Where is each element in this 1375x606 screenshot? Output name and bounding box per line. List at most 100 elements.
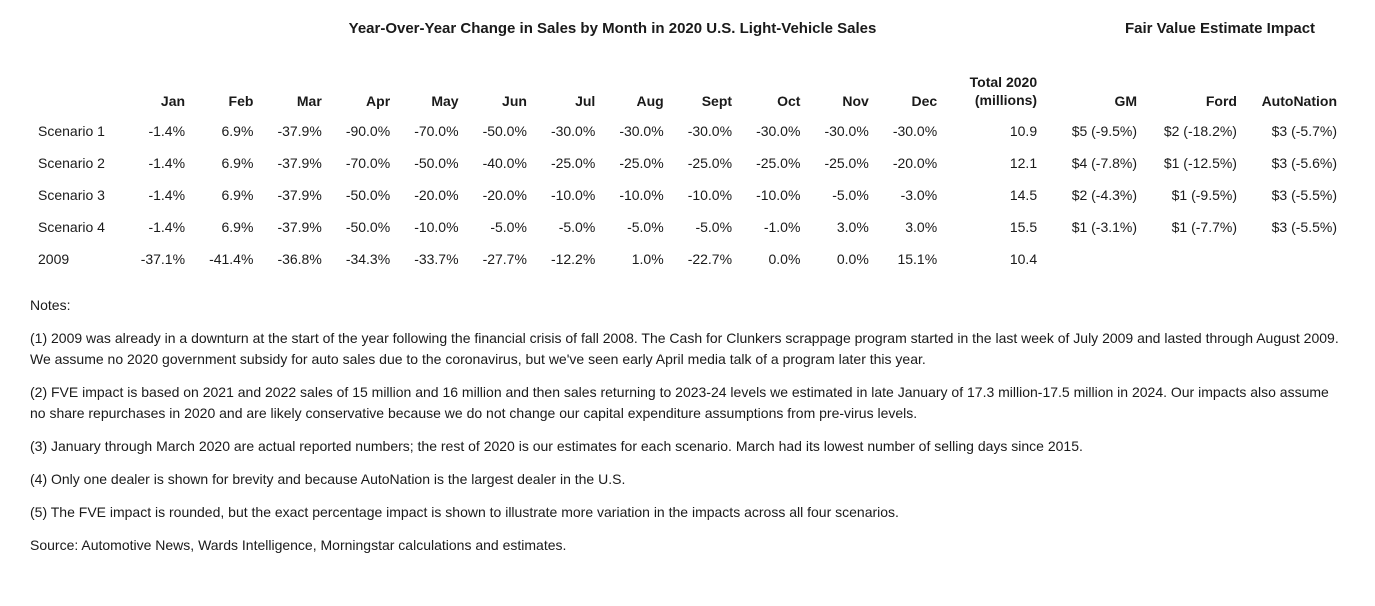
month-cell: -1.4% bbox=[125, 179, 193, 211]
header-month: May bbox=[398, 67, 466, 115]
month-cell: -10.0% bbox=[398, 211, 466, 243]
header-fve: GM bbox=[1045, 67, 1145, 115]
titles-row: Year-Over-Year Change in Sales by Month … bbox=[30, 20, 1345, 37]
month-cell: 6.9% bbox=[193, 115, 261, 147]
header-blank bbox=[30, 67, 125, 115]
fve-cell: $1 (-7.7%) bbox=[1145, 211, 1245, 243]
month-cell: -70.0% bbox=[398, 115, 466, 147]
month-cell: -25.0% bbox=[603, 147, 671, 179]
month-cell: -22.7% bbox=[672, 243, 740, 275]
fve-cell: $3 (-5.5%) bbox=[1245, 179, 1345, 211]
month-cell: -37.9% bbox=[261, 211, 329, 243]
row-label: 2009 bbox=[30, 243, 125, 275]
month-cell: 1.0% bbox=[603, 243, 671, 275]
note-item: (4) Only one dealer is shown for brevity… bbox=[30, 469, 1345, 490]
month-cell: -36.8% bbox=[261, 243, 329, 275]
month-cell: -10.0% bbox=[740, 179, 808, 211]
header-month: Nov bbox=[808, 67, 876, 115]
fve-cell bbox=[1145, 243, 1245, 275]
month-cell: -25.0% bbox=[672, 147, 740, 179]
month-cell: -33.7% bbox=[398, 243, 466, 275]
month-cell: -30.0% bbox=[808, 115, 876, 147]
month-cell: -20.0% bbox=[467, 179, 535, 211]
month-cell: -10.0% bbox=[603, 179, 671, 211]
month-cell: -50.0% bbox=[467, 115, 535, 147]
month-cell: 6.9% bbox=[193, 179, 261, 211]
fve-cell: $1 (-12.5%) bbox=[1145, 147, 1245, 179]
month-cell: -50.0% bbox=[398, 147, 466, 179]
note-item: (2) FVE impact is based on 2021 and 2022… bbox=[30, 382, 1345, 424]
notes-source: Source: Automotive News, Wards Intellige… bbox=[30, 535, 1345, 556]
fve-cell bbox=[1045, 243, 1145, 275]
month-cell: -1.4% bbox=[125, 115, 193, 147]
month-cell: -37.1% bbox=[125, 243, 193, 275]
total-cell: 10.4 bbox=[945, 243, 1045, 275]
data-table: Jan Feb Mar Apr May Jun Jul Aug Sept Oct… bbox=[30, 67, 1345, 275]
header-month: Feb bbox=[193, 67, 261, 115]
month-cell: -70.0% bbox=[330, 147, 398, 179]
month-cell: -50.0% bbox=[330, 211, 398, 243]
total-cell: 12.1 bbox=[945, 147, 1045, 179]
row-label: Scenario 2 bbox=[30, 147, 125, 179]
month-cell: -25.0% bbox=[740, 147, 808, 179]
header-total-line2: (millions) bbox=[975, 92, 1037, 108]
month-cell: -30.0% bbox=[603, 115, 671, 147]
fve-cell: $3 (-5.7%) bbox=[1245, 115, 1345, 147]
header-month: Jul bbox=[535, 67, 603, 115]
month-cell: -25.0% bbox=[535, 147, 603, 179]
header-total: Total 2020 (millions) bbox=[945, 67, 1045, 115]
month-cell: -20.0% bbox=[877, 147, 945, 179]
month-cell: -5.0% bbox=[535, 211, 603, 243]
notes-items: (1) 2009 was already in a downturn at th… bbox=[30, 328, 1345, 523]
month-cell: 6.9% bbox=[193, 147, 261, 179]
month-cell: -1.4% bbox=[125, 147, 193, 179]
month-cell: -3.0% bbox=[877, 179, 945, 211]
notes-section: Notes: (1) 2009 was already in a downtur… bbox=[30, 295, 1345, 556]
fve-cell: $5 (-9.5%) bbox=[1045, 115, 1145, 147]
table-row: Scenario 1-1.4%6.9%-37.9%-90.0%-70.0%-50… bbox=[30, 115, 1345, 147]
month-cell: -37.9% bbox=[261, 147, 329, 179]
month-cell: -30.0% bbox=[535, 115, 603, 147]
title-left: Year-Over-Year Change in Sales by Month … bbox=[30, 20, 1095, 37]
month-cell: 3.0% bbox=[808, 211, 876, 243]
row-label: Scenario 3 bbox=[30, 179, 125, 211]
header-total-line1: Total 2020 bbox=[970, 74, 1037, 90]
month-cell: -27.7% bbox=[467, 243, 535, 275]
fve-cell: $2 (-18.2%) bbox=[1145, 115, 1245, 147]
fve-cell: $2 (-4.3%) bbox=[1045, 179, 1145, 211]
header-month: Apr bbox=[330, 67, 398, 115]
header-month: Oct bbox=[740, 67, 808, 115]
month-cell: -5.0% bbox=[808, 179, 876, 211]
month-cell: -25.0% bbox=[808, 147, 876, 179]
fve-cell: $1 (-9.5%) bbox=[1145, 179, 1245, 211]
fve-cell: $1 (-3.1%) bbox=[1045, 211, 1145, 243]
month-cell: 6.9% bbox=[193, 211, 261, 243]
row-label: Scenario 1 bbox=[30, 115, 125, 147]
month-cell: -12.2% bbox=[535, 243, 603, 275]
header-fve: AutoNation bbox=[1245, 67, 1345, 115]
header-fve: Ford bbox=[1145, 67, 1245, 115]
month-cell: -10.0% bbox=[535, 179, 603, 211]
total-cell: 15.5 bbox=[945, 211, 1045, 243]
header-month: Mar bbox=[261, 67, 329, 115]
month-cell: 15.1% bbox=[877, 243, 945, 275]
month-cell: -30.0% bbox=[672, 115, 740, 147]
month-cell: -5.0% bbox=[467, 211, 535, 243]
table-row: Scenario 2-1.4%6.9%-37.9%-70.0%-50.0%-40… bbox=[30, 147, 1345, 179]
note-item: (3) January through March 2020 are actua… bbox=[30, 436, 1345, 457]
month-cell: -1.0% bbox=[740, 211, 808, 243]
header-month: Dec bbox=[877, 67, 945, 115]
table-row: Scenario 3-1.4%6.9%-37.9%-50.0%-20.0%-20… bbox=[30, 179, 1345, 211]
table-row: Scenario 4-1.4%6.9%-37.9%-50.0%-10.0%-5.… bbox=[30, 211, 1345, 243]
header-month: Jan bbox=[125, 67, 193, 115]
note-item: (5) The FVE impact is rounded, but the e… bbox=[30, 502, 1345, 523]
month-cell: -41.4% bbox=[193, 243, 261, 275]
note-item: (1) 2009 was already in a downturn at th… bbox=[30, 328, 1345, 370]
month-cell: 0.0% bbox=[808, 243, 876, 275]
table-row: 2009-37.1%-41.4%-36.8%-34.3%-33.7%-27.7%… bbox=[30, 243, 1345, 275]
month-cell: -34.3% bbox=[330, 243, 398, 275]
fve-cell: $3 (-5.6%) bbox=[1245, 147, 1345, 179]
month-cell: -20.0% bbox=[398, 179, 466, 211]
month-cell: -37.9% bbox=[261, 115, 329, 147]
month-cell: -1.4% bbox=[125, 211, 193, 243]
